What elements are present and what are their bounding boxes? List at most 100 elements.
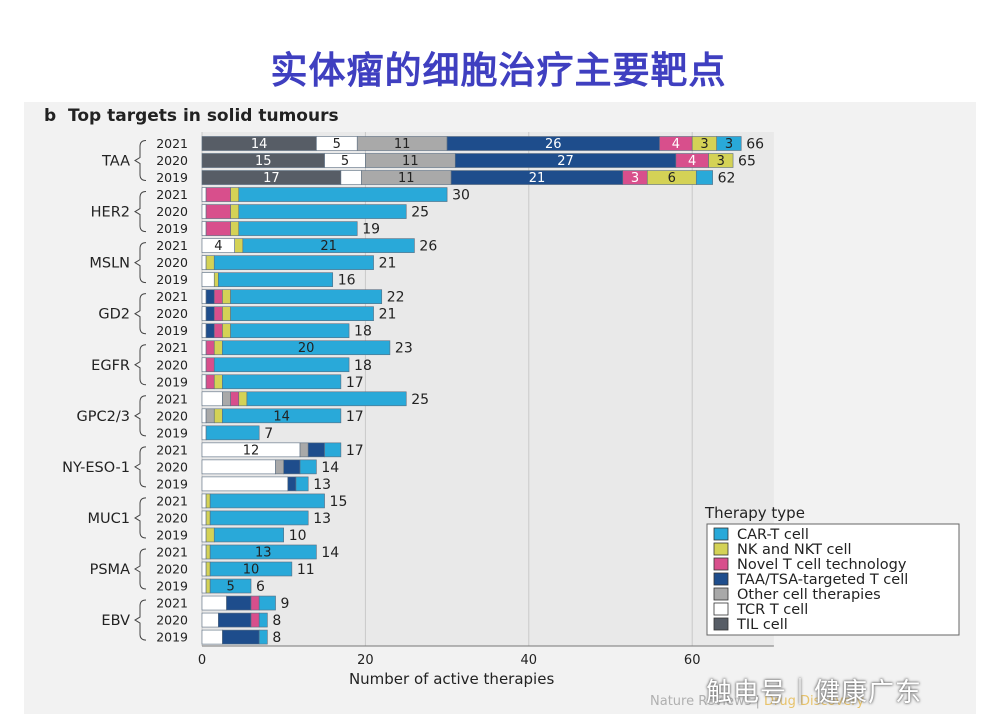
target-label: EBV: [101, 613, 130, 629]
bar-segment: [295, 476, 309, 492]
bar-segment: [230, 289, 383, 304]
year-label: 2020: [156, 510, 188, 525]
bar-segment: [201, 306, 207, 322]
segment-value-label: 5: [226, 580, 234, 595]
bar-segment: [205, 204, 231, 219]
bar-segment: [201, 459, 276, 475]
legend-swatch: [713, 587, 729, 601]
bar-segment: [205, 340, 215, 356]
legend-swatch: [713, 557, 729, 571]
bar-segment: [201, 289, 207, 304]
segment-value-label: 4: [672, 137, 680, 152]
total-label: 18: [354, 324, 372, 340]
target-label: MUC1: [88, 511, 130, 527]
bar-segment: [340, 170, 362, 185]
bar-segment: [205, 221, 231, 236]
segment-value-label: 3: [631, 171, 639, 186]
target-label: TAA: [101, 154, 130, 170]
total-label: 15: [330, 494, 348, 510]
bar-segment: [205, 306, 215, 322]
journal-credit: Nature Reviews | Drug Discovery: [650, 694, 864, 709]
bar-segment: [238, 221, 358, 236]
segment-value-label: 17: [263, 171, 280, 186]
bar-segment: [213, 527, 285, 543]
segment-value-label: 5: [333, 137, 341, 152]
group-bracket: [134, 599, 147, 641]
bar-segment: [222, 408, 342, 424]
total-label: 62: [718, 171, 736, 187]
bar-segment: [201, 374, 207, 390]
legend-item-label: CAR-T cell: [737, 527, 809, 543]
legend-item-label: TIL cell: [736, 617, 788, 633]
bar-segment: [201, 510, 207, 526]
bar-segment: [222, 289, 231, 304]
year-label: 2020: [156, 459, 188, 474]
chart-heading: b Top targets in solid tumours: [44, 106, 339, 126]
total-label: 17: [346, 443, 364, 459]
group-bracket: [134, 446, 147, 488]
segment-value-label: 15: [255, 154, 272, 169]
year-label: 2021: [156, 442, 188, 457]
year-label: 2020: [156, 255, 188, 270]
bar-segment: [708, 153, 734, 168]
bar-segment: [213, 306, 223, 322]
bar-segment: [213, 374, 223, 390]
group-bracket: [134, 293, 147, 335]
year-label: 2021: [156, 340, 188, 355]
bar-segment: [222, 306, 231, 322]
segment-value-label: 21: [529, 171, 546, 186]
year-label: 2020: [156, 204, 188, 219]
bar-segment: [201, 527, 207, 543]
x-tick-label: 60: [684, 653, 701, 668]
bar-segment: [226, 595, 252, 611]
bar-segment: [201, 544, 207, 560]
bar-segment: [324, 442, 342, 458]
x-tick-label: 20: [357, 653, 374, 668]
bar-segment: [230, 306, 374, 322]
target-label: MSLN: [89, 256, 130, 272]
bar-segment: [299, 459, 317, 475]
segment-value-label: 3: [725, 137, 733, 152]
total-label: 16: [338, 273, 356, 289]
segment-value-label: 10: [243, 563, 260, 578]
bar-segment: [201, 595, 227, 611]
bar-segment: [205, 408, 215, 424]
bar-segment: [222, 629, 260, 645]
total-label: 9: [281, 596, 290, 612]
segment-value-label: 5: [341, 154, 349, 169]
total-label: 65: [738, 154, 756, 170]
bar-segment: [230, 323, 350, 339]
bar-segment: [209, 544, 317, 560]
year-label: 2021: [156, 289, 188, 304]
total-label: 21: [379, 307, 397, 323]
bar-segment: [209, 493, 325, 509]
year-label: 2021: [156, 544, 188, 559]
legend-swatch: [713, 542, 729, 556]
bar-segment: [218, 612, 252, 628]
group-bracket: [134, 242, 147, 284]
segment-value-label: 27: [557, 154, 574, 169]
target-label: NY-ESO-1: [62, 460, 130, 476]
total-label: 8: [272, 630, 281, 646]
slide-title: 实体瘤的细胞治疗主要靶点: [270, 49, 727, 92]
total-label: 26: [419, 239, 437, 255]
year-label: 2020: [156, 357, 188, 372]
bar-segment: [213, 289, 223, 304]
bar-segment: [205, 255, 215, 270]
bar-segment: [205, 493, 211, 509]
watermark-text: 触电号｜健康广东: [706, 678, 923, 708]
bar-segment: [205, 544, 211, 560]
year-label: 2019: [156, 425, 188, 440]
bar-segment: [201, 578, 207, 594]
year-label: 2020: [156, 562, 188, 577]
total-label: 14: [321, 460, 339, 476]
bar-segment: [205, 561, 211, 577]
bar-segment: [205, 289, 215, 304]
bar-segment: [201, 476, 289, 492]
bar-segment: [201, 425, 207, 441]
segment-value-label: 11: [402, 154, 419, 169]
bar-segment: [205, 323, 215, 339]
total-label: 13: [313, 477, 331, 493]
bar-segment: [222, 374, 342, 390]
bar-segment: [283, 459, 301, 475]
